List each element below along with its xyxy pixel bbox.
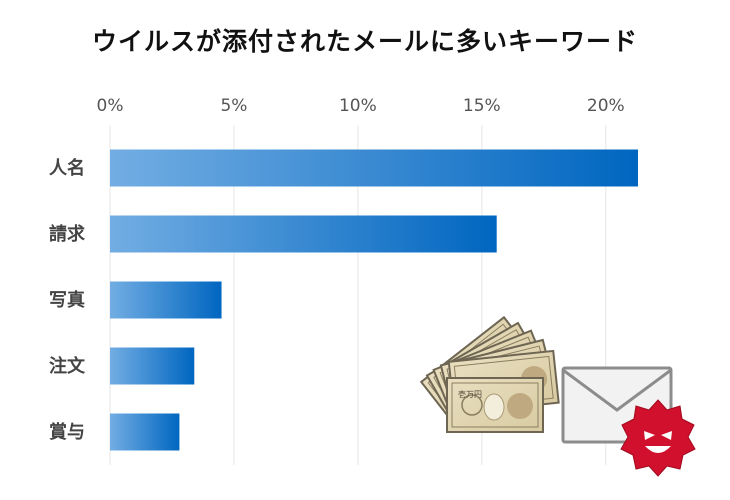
bar <box>110 149 638 187</box>
x-tick-label: 20% <box>587 96 625 116</box>
svg-text:壱万円: 壱万円 <box>458 389 482 399</box>
illustration: 壱万円 <box>419 315 696 477</box>
x-axis-ticks: 0% 5% 10% 15% 20% <box>97 96 625 116</box>
x-tick-label: 0% <box>97 96 124 116</box>
bar <box>110 413 180 451</box>
category-label: 注文 <box>49 355 86 377</box>
chart-title: ウイルスが添付されたメールに多いキーワード <box>91 27 638 56</box>
x-tick-label: 5% <box>220 96 247 116</box>
category-label: 賞与 <box>49 421 85 443</box>
x-tick-label: 10% <box>339 96 377 116</box>
x-tick-label: 15% <box>463 96 501 116</box>
category-label: 写真 <box>49 289 85 311</box>
bar <box>110 281 222 319</box>
bar <box>110 347 195 385</box>
bars <box>110 149 638 451</box>
category-label: 人名 <box>49 157 85 179</box>
front-banknote: 壱万円 <box>446 377 544 433</box>
banknotes-icon: 壱万円 <box>419 315 560 433</box>
category-label: 請求 <box>49 223 86 245</box>
virus-icon <box>620 399 696 477</box>
bar <box>110 215 497 253</box>
